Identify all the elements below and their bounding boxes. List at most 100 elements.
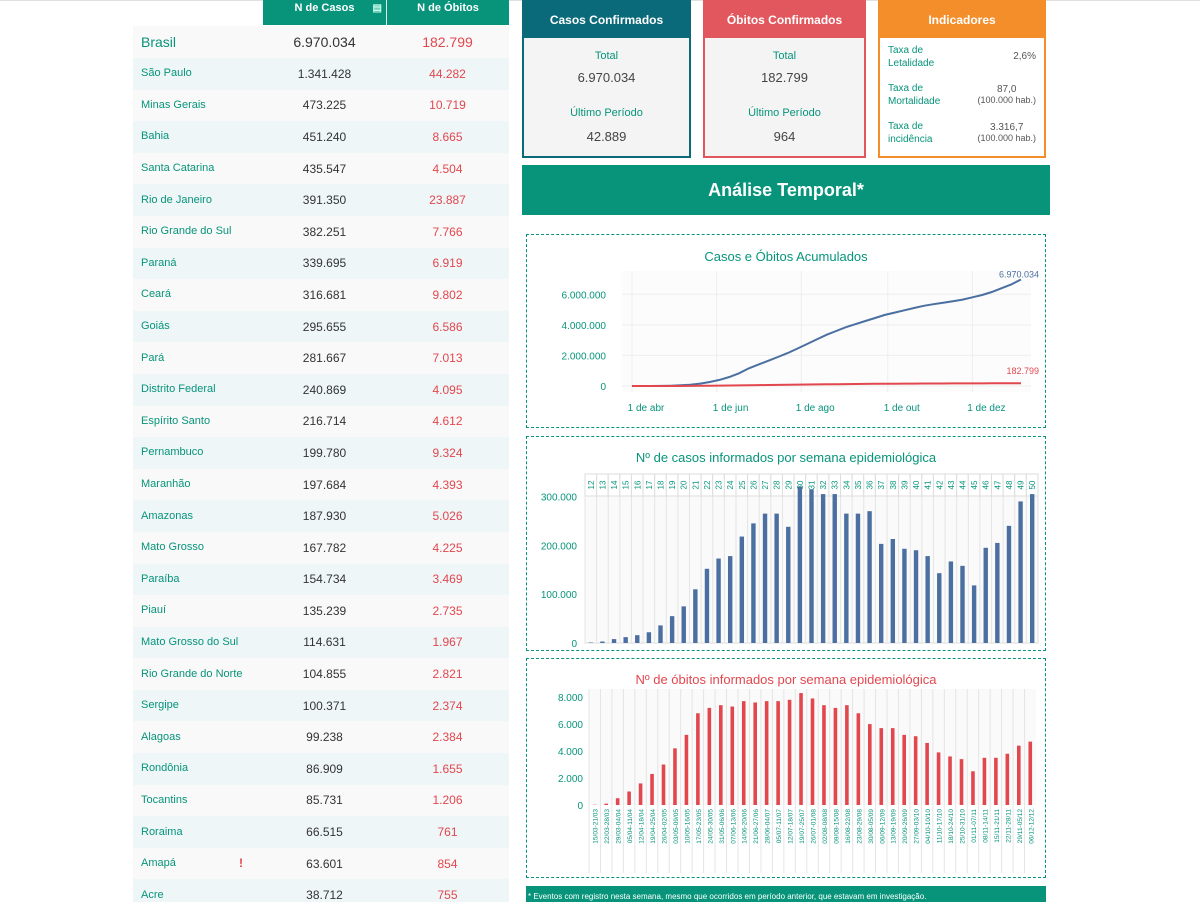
state-name[interactable]: Mato Grosso do Sul	[133, 627, 263, 659]
table-row[interactable]: Rio Grande do Norte 104.855 2.821	[133, 658, 509, 690]
category-label: 10/05-16/05	[684, 809, 691, 844]
bar	[995, 542, 1000, 643]
category-label: 50	[1028, 480, 1037, 489]
state-name[interactable]: Pernambuco	[133, 437, 263, 469]
state-name[interactable]: Rondônia	[133, 753, 263, 785]
indicators-card: Indicadores Taxa de Letalidade 2,6% Taxa…	[878, 0, 1046, 158]
filter-icon[interactable]: ▤	[372, 3, 382, 14]
bar	[776, 701, 780, 805]
table-row[interactable]: Brasil 6.970.034 182.799	[133, 26, 509, 58]
table-row[interactable]: Espírito Santo 216.714 4.612	[133, 405, 509, 438]
bar	[936, 752, 941, 805]
deaths-value: 761	[437, 825, 458, 840]
state-name[interactable]: Paraíba	[133, 564, 263, 596]
state-label: São Paulo	[141, 67, 192, 80]
category-label: 22/11-28/11	[1005, 809, 1012, 843]
state-name[interactable]: Acre	[133, 879, 263, 902]
table-row[interactable]: Maranhão 197.684 4.393	[133, 468, 509, 501]
table-row[interactable]: São Paulo 1.341.428 44.282	[133, 58, 509, 90]
header-deaths[interactable]: N de Óbitos	[387, 0, 509, 25]
table-row[interactable]: Paraná 339.695 6.919	[133, 247, 509, 280]
state-name[interactable]: Paraná	[133, 248, 263, 280]
cases-value: 216.714	[302, 414, 347, 429]
table-row[interactable]: Alagoas 99.238 2.384	[133, 721, 509, 754]
state-name[interactable]: Distrito Federal	[133, 374, 263, 406]
table-row[interactable]: Piauí 135.239 2.735	[133, 595, 509, 627]
table-row[interactable]: Santa Catarina 435.547 4.504	[133, 152, 509, 185]
state-name[interactable]: Espírito Santo	[133, 406, 263, 438]
table-row[interactable]: Minas Gerais 473.225 10.719	[133, 89, 509, 122]
table-row[interactable]: Roraima 66.515 761	[133, 816, 509, 848]
state-name[interactable]: Ceará	[133, 279, 263, 311]
category-label: 26/04-02/05	[662, 809, 669, 844]
state-name[interactable]: Tocantins	[133, 785, 263, 817]
total-value: 6.970.034	[577, 70, 636, 85]
state-name[interactable]: Amazonas	[133, 500, 263, 532]
state-label: Ceará	[141, 288, 171, 301]
state-name[interactable]: Amapá!	[133, 848, 263, 880]
cases-value: 295.655	[302, 319, 347, 334]
bar	[693, 589, 698, 643]
deaths-value: 10.719	[429, 98, 466, 113]
y-tick-label: 6.000	[558, 720, 583, 731]
table-row[interactable]: Tocantins 85.731 1.206	[133, 784, 509, 817]
category-label: 08/11-14/11	[982, 809, 989, 843]
category-label: 32	[819, 480, 828, 489]
bar	[982, 757, 987, 805]
state-name[interactable]: Rio Grande do Norte	[133, 658, 263, 690]
state-name[interactable]: Maranhão	[133, 469, 263, 501]
bar	[822, 705, 826, 805]
state-name[interactable]: Alagoas	[133, 721, 263, 753]
category-label: 18	[657, 480, 666, 489]
weekly-cases-chart[interactable]: 0 100.000 200.000 300.000 12 13 14 15 16 17 18 19 20…	[527, 437, 1045, 650]
state-name[interactable]: Minas Gerais	[133, 90, 263, 122]
table-row[interactable]: Paraíba 154.734 3.469	[133, 563, 509, 596]
table-row[interactable]: Rio de Janeiro 391.350 23.887	[133, 184, 509, 216]
state-name[interactable]: Goiás	[133, 311, 263, 343]
state-label: Amapá	[141, 857, 176, 870]
category-label: 25	[738, 480, 747, 489]
state-name[interactable]: Sergipe	[133, 690, 263, 722]
state-name[interactable]: Brasil	[133, 26, 263, 58]
table-row[interactable]: Mato Grosso do Sul 114.631 1.967	[133, 626, 509, 659]
deaths-value: 6.586	[432, 319, 463, 334]
state-name[interactable]: Rio de Janeiro	[133, 184, 263, 216]
table-row[interactable]: Pernambuco 199.780 9.324	[133, 437, 509, 469]
indicator-row: Taxa de incidência 3.316,7 (100.000 hab.)	[880, 114, 1044, 152]
state-name[interactable]: Piauí	[133, 595, 263, 627]
state-name[interactable]: Mato Grosso	[133, 532, 263, 564]
state-name[interactable]: Roraima	[133, 816, 263, 848]
state-name[interactable]: Santa Catarina	[133, 153, 263, 185]
table-row[interactable]: Amazonas 187.930 5.026	[133, 500, 509, 532]
table-row[interactable]: Rondônia 86.909 1.655	[133, 753, 509, 785]
table-row[interactable]: Amapá! 63.601 854	[133, 847, 509, 880]
table-row[interactable]: Ceará 316.681 9.802	[133, 279, 509, 311]
x-tick-label: 1 de dez	[967, 403, 1005, 414]
category-label: 04/10-10/10	[925, 809, 932, 844]
table-row[interactable]: Distrito Federal 240.869 4.095	[133, 373, 509, 406]
table-row[interactable]: Acre 38.712 755	[133, 879, 509, 902]
y-tick-label: 2.000	[558, 774, 583, 785]
category-label: 35	[854, 480, 863, 489]
table-row[interactable]: Mato Grosso 167.782 4.225	[133, 531, 509, 564]
state-name[interactable]: Bahia	[133, 121, 263, 153]
table-row[interactable]: Rio Grande do Sul 382.251 7.766	[133, 215, 509, 248]
table-row[interactable]: Pará 281.667 7.013	[133, 342, 509, 374]
table-row[interactable]: Sergipe 100.371 2.374	[133, 689, 509, 722]
category-label: 15	[622, 480, 631, 489]
category-label: 29/03-04/04	[616, 809, 623, 844]
category-label: 15/11-21/11	[994, 809, 1001, 843]
category-label: 22	[703, 480, 712, 489]
category-label: 47	[993, 480, 1002, 489]
state-name[interactable]: Pará	[133, 342, 263, 374]
table-row[interactable]: Bahia 451.240 8.665	[133, 121, 509, 153]
cumulative-chart[interactable]: 0 2.000.000 4.000.000 6.000.000 1 de abr 1 de…	[527, 235, 1045, 427]
state-name[interactable]: São Paulo	[133, 58, 263, 90]
state-name[interactable]: Rio Grande do Sul	[133, 216, 263, 248]
header-cases[interactable]: N de Casos ▤	[263, 0, 387, 25]
weekly-deaths-chart[interactable]: 0 2.000 4.000 6.000 8.000 15/03-21/03 22/03-28…	[527, 659, 1045, 877]
category-label: 28	[773, 480, 782, 489]
bar	[913, 736, 918, 805]
category-label: 23/08-29/08	[856, 809, 863, 844]
table-row[interactable]: Goiás 295.655 6.586	[133, 310, 509, 343]
